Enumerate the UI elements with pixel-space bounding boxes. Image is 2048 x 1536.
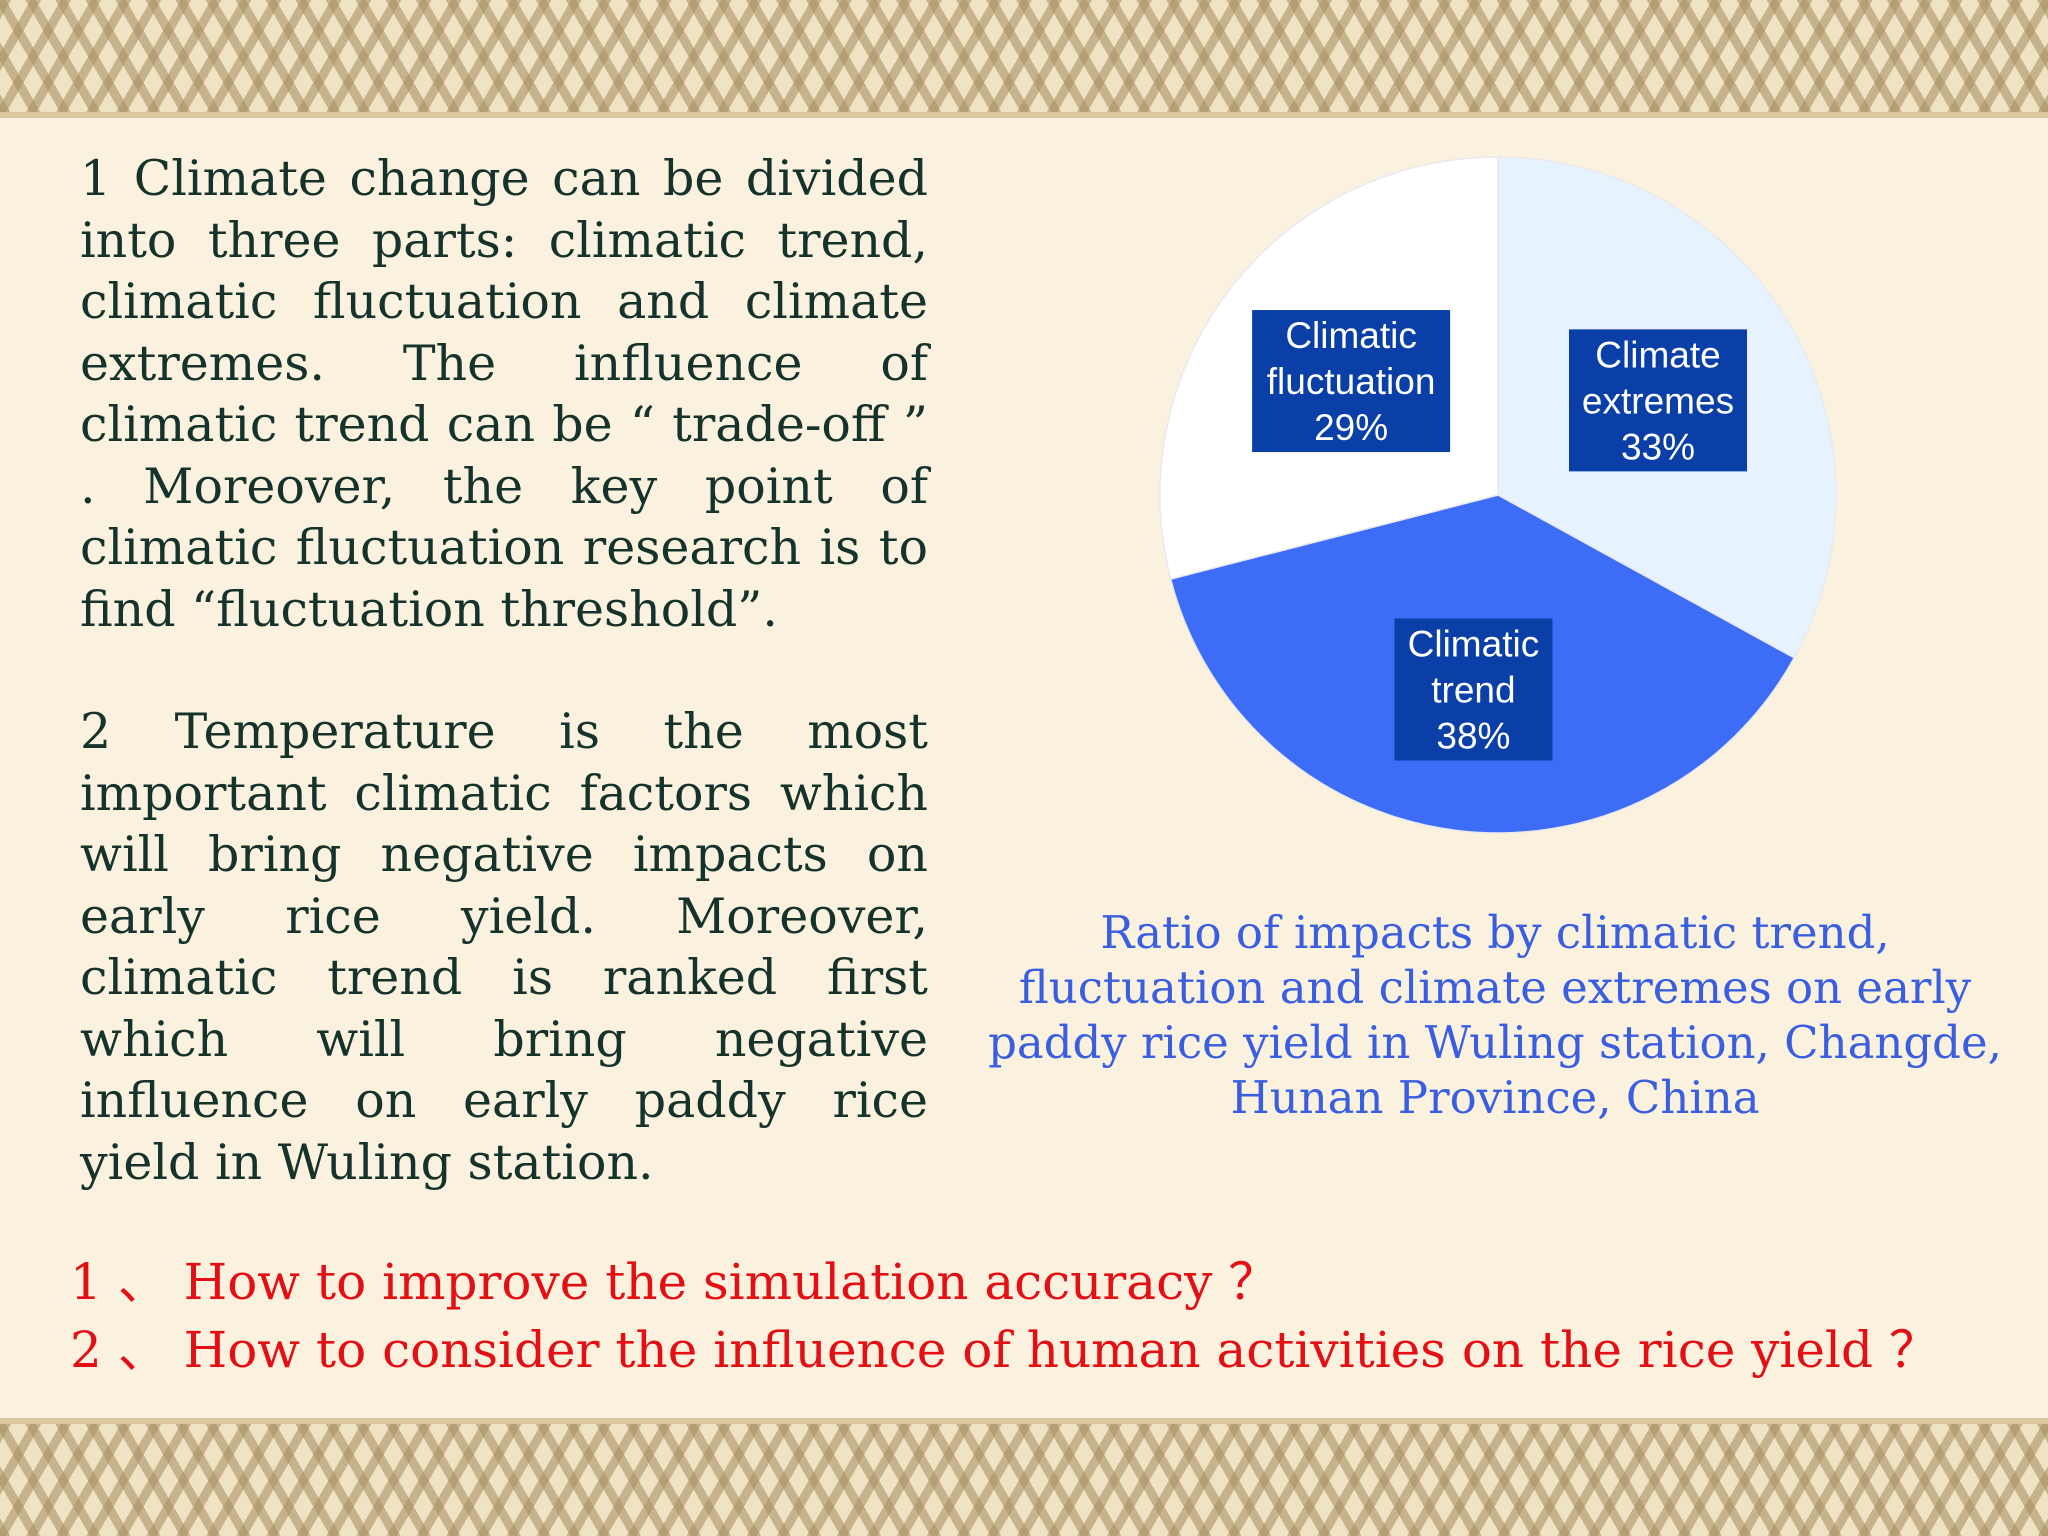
open-questions: 1 、 How to improve the simulation accura… xyxy=(70,1248,2020,1384)
paragraph-1: 1 Climate change can be divided into thr… xyxy=(80,150,928,638)
caption-line: paddy rice yield in Wuling station, Chan… xyxy=(988,1016,2002,1069)
pie-labels: Climateextremes33%Climatictrend38%Climat… xyxy=(1252,310,1748,761)
pie-label-climate-extremes: Climate extremes 33% xyxy=(1569,329,1748,472)
chart-caption: Ratio of impacts by climatic trend, fluc… xyxy=(975,905,2015,1125)
bottom-border-line xyxy=(0,1418,2048,1424)
pie-category-label: Climate xyxy=(1595,334,1720,375)
caption-line: fluctuation and climate extremes on earl… xyxy=(1018,961,1972,1014)
question-1: 1 、 How to improve the simulation accura… xyxy=(70,1253,1279,1311)
pie-category-label: trend xyxy=(1431,669,1515,710)
top-border-line xyxy=(0,112,2048,118)
pie-chart: Climateextremes33%Climatictrend38%Climat… xyxy=(1159,156,1837,834)
pie-category-label: fluctuation xyxy=(1267,361,1436,402)
pie-value-label: 33% xyxy=(1621,426,1695,467)
question-2: 2 、 How to consider the influence of hum… xyxy=(70,1321,1939,1379)
pie-category-label: Climatic xyxy=(1285,315,1417,356)
pie-label-box xyxy=(1569,329,1748,472)
pie-category-label: Climatic xyxy=(1408,623,1540,664)
caption-line: Hunan Province, China xyxy=(1230,1071,1760,1124)
bottom-decorative-border xyxy=(0,1424,2048,1536)
pie-label-box xyxy=(1252,310,1451,453)
paragraph-2: 2 Temperature is the most important clim… xyxy=(80,703,928,1191)
pie-value-label: 38% xyxy=(1436,715,1510,756)
body-text: 1 Climate change can be divided into thr… xyxy=(80,148,928,1193)
pie-label-climatic-trend: Climatic trend 38% xyxy=(1394,618,1553,761)
pie-label-box xyxy=(1394,618,1553,761)
pie-category-label: extremes xyxy=(1582,380,1734,421)
top-decorative-border xyxy=(0,0,2048,112)
pie-label-climatic-fluctuation: Climatic fluctuation 29% xyxy=(1252,310,1451,453)
pie-value-label: 29% xyxy=(1314,407,1388,448)
caption-line: Ratio of impacts by climatic trend, xyxy=(1100,906,1890,959)
